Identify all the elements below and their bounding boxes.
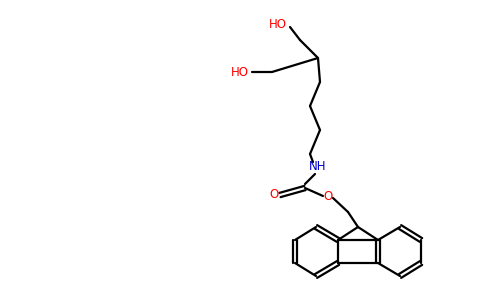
Text: HO: HO — [269, 19, 287, 32]
Text: O: O — [323, 190, 333, 202]
Text: HO: HO — [231, 65, 249, 79]
Text: NH: NH — [309, 160, 327, 173]
Text: O: O — [270, 188, 279, 202]
